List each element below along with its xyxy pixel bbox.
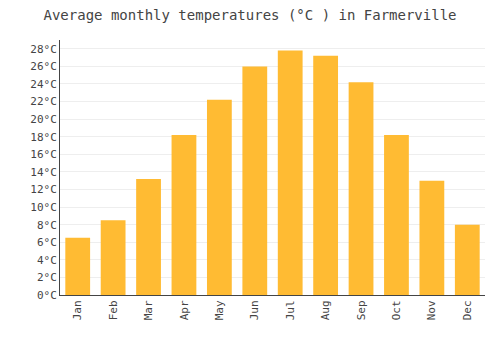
svg-text:Aug: Aug bbox=[319, 300, 332, 320]
svg-text:0°C: 0°C bbox=[37, 289, 57, 302]
svg-text:May: May bbox=[213, 300, 226, 320]
svg-text:28°C: 28°C bbox=[30, 43, 57, 56]
svg-text:Dec: Dec bbox=[461, 300, 474, 320]
svg-text:16°C: 16°C bbox=[30, 148, 57, 161]
svg-text:22°C: 22°C bbox=[30, 95, 57, 108]
svg-text:26°C: 26°C bbox=[30, 60, 57, 73]
svg-text:Mar: Mar bbox=[142, 300, 155, 320]
svg-text:Oct: Oct bbox=[390, 300, 403, 320]
svg-text:Apr: Apr bbox=[178, 300, 191, 320]
svg-text:4°C: 4°C bbox=[37, 254, 57, 267]
svg-text:10°C: 10°C bbox=[30, 201, 57, 214]
svg-text:Jun: Jun bbox=[248, 300, 261, 320]
svg-text:18°C: 18°C bbox=[30, 131, 57, 144]
svg-text:24°C: 24°C bbox=[30, 78, 57, 91]
svg-text:Feb: Feb bbox=[107, 300, 120, 320]
svg-text:Sep: Sep bbox=[355, 300, 368, 320]
svg-text:2°C: 2°C bbox=[37, 271, 57, 284]
svg-text:Jan: Jan bbox=[71, 300, 84, 320]
svg-text:20°C: 20°C bbox=[30, 113, 57, 126]
svg-text:8°C: 8°C bbox=[37, 219, 57, 232]
svg-text:12°C: 12°C bbox=[30, 183, 57, 196]
svg-text:Nov: Nov bbox=[425, 300, 438, 320]
svg-text:6°C: 6°C bbox=[37, 236, 57, 249]
svg-text:14°C: 14°C bbox=[30, 166, 57, 179]
svg-text:Average monthly temperatures (: Average monthly temperatures (°C ) in Fa… bbox=[43, 7, 456, 23]
svg-text:Jul: Jul bbox=[284, 300, 297, 320]
